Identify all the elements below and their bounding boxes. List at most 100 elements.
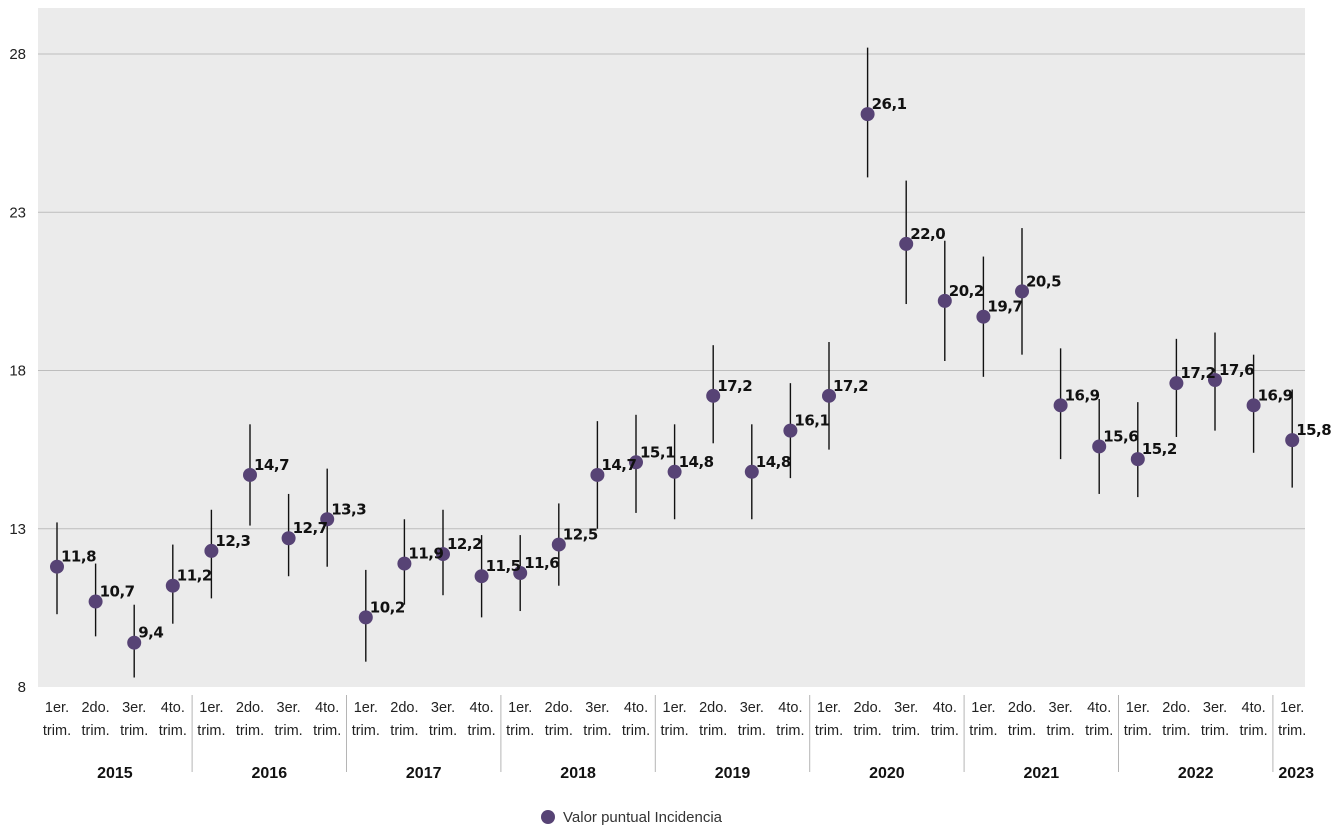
data-point bbox=[551, 537, 566, 552]
data-point bbox=[513, 566, 528, 581]
data-label: 11,6 bbox=[524, 554, 559, 572]
quarter-label-line1: 1er. bbox=[508, 700, 532, 716]
data-point bbox=[590, 467, 605, 482]
y-tick-label: 28 bbox=[9, 46, 26, 63]
quarter-label-line2: trim. bbox=[390, 723, 418, 739]
data-point bbox=[204, 543, 219, 558]
data-label: 26,1 bbox=[872, 95, 907, 113]
data-point bbox=[88, 594, 103, 609]
data-label: 16,9 bbox=[1258, 386, 1293, 404]
quarter-label-line1: 3er. bbox=[740, 700, 764, 716]
quarter-label-line2: trim. bbox=[661, 723, 689, 739]
data-point bbox=[976, 309, 991, 324]
x-axis-labels: 1er. trim. 2do. trim. 3er. trim. 4to. trim. 1er.… bbox=[43, 695, 1314, 782]
data-label: 20,2 bbox=[949, 282, 984, 300]
quarter-label-line1: 1er. bbox=[663, 700, 687, 716]
data-labels: 11,810,79,411,212,314,712,713,310,211,91… bbox=[61, 95, 1332, 642]
quarter-label-line2: trim. bbox=[197, 723, 225, 739]
quarter-label-line2: trim. bbox=[1124, 723, 1152, 739]
quarter-label-line2: trim. bbox=[545, 723, 573, 739]
y-axis-tick-labels: 8 13 18 23 28 bbox=[9, 46, 26, 696]
data-point bbox=[320, 512, 335, 527]
data-label: 16,1 bbox=[794, 412, 829, 430]
data-label: 15,8 bbox=[1296, 421, 1331, 439]
data-point bbox=[706, 388, 721, 403]
quarter-label-line1: 3er. bbox=[585, 700, 609, 716]
data-point bbox=[937, 293, 952, 308]
year-label: 2017 bbox=[406, 765, 442, 782]
quarter-label-line1: 3er. bbox=[1049, 700, 1073, 716]
year-label: 2015 bbox=[97, 765, 133, 782]
quarter-label-line2: trim. bbox=[776, 723, 804, 739]
data-point bbox=[822, 388, 836, 403]
quarter-label-line1: 2do. bbox=[545, 700, 573, 716]
quarter-label-line2: trim. bbox=[1008, 723, 1036, 739]
data-label: 12,3 bbox=[215, 532, 250, 550]
data-label: 14,7 bbox=[254, 456, 289, 474]
quarter-label-line1: 3er. bbox=[277, 700, 301, 716]
quarter-label-line2: trim. bbox=[236, 723, 264, 739]
quarter-label-line2: trim. bbox=[583, 723, 611, 739]
quarter-label-line2: trim. bbox=[1278, 723, 1306, 739]
quarter-label-line1: 2do. bbox=[81, 700, 109, 716]
legend-label: Valor puntual Incidencia bbox=[563, 809, 723, 826]
quarter-label-line1: 2do. bbox=[853, 700, 881, 716]
quarter-label-line2: trim. bbox=[969, 723, 997, 739]
data-point bbox=[899, 236, 914, 251]
quarter-label-line2: trim. bbox=[738, 723, 766, 739]
data-point bbox=[281, 531, 296, 546]
year-label: 2021 bbox=[1024, 765, 1060, 782]
data-label: 13,3 bbox=[331, 500, 366, 518]
data-point bbox=[1246, 398, 1261, 413]
data-label: 11,5 bbox=[486, 557, 521, 575]
data-label: 17,6 bbox=[1219, 361, 1254, 379]
legend-marker-icon bbox=[541, 810, 555, 824]
data-label: 10,7 bbox=[100, 583, 135, 601]
quarter-label-line2: trim. bbox=[1085, 723, 1113, 739]
data-label: 22,0 bbox=[910, 225, 945, 243]
quarter-label-line1: 4to. bbox=[933, 700, 957, 716]
quarter-label-line2: trim. bbox=[699, 723, 727, 739]
quarter-label-line2: trim. bbox=[892, 723, 920, 739]
data-point bbox=[1208, 372, 1222, 387]
data-point bbox=[667, 464, 682, 479]
data-point bbox=[397, 556, 412, 571]
quarter-label-line1: 1er. bbox=[354, 700, 378, 716]
quarter-label-line2: trim. bbox=[120, 723, 148, 739]
data-label: 14,7 bbox=[601, 456, 636, 474]
quarter-label-line2: trim. bbox=[352, 723, 380, 739]
quarter-label-line1: 2do. bbox=[390, 700, 418, 716]
data-point bbox=[50, 559, 64, 574]
data-label: 11,2 bbox=[177, 567, 212, 585]
quarter-label-line2: trim. bbox=[1201, 723, 1229, 739]
quarter-label-line2: trim. bbox=[43, 723, 71, 739]
quarter-label-line2: trim. bbox=[429, 723, 457, 739]
data-label: 17,2 bbox=[833, 377, 868, 395]
quarter-label-line1: 4to. bbox=[1242, 700, 1266, 716]
data-point bbox=[744, 464, 759, 479]
y-tick-label: 8 bbox=[18, 679, 26, 696]
data-label: 11,8 bbox=[61, 548, 96, 566]
year-label: 2023 bbox=[1278, 765, 1314, 782]
data-point bbox=[1015, 284, 1029, 299]
quarter-label-line2: trim. bbox=[313, 723, 341, 739]
grid-lines bbox=[38, 53, 1305, 530]
data-point bbox=[243, 467, 257, 482]
quarter-label-line1: 1er. bbox=[817, 700, 841, 716]
quarter-label-line1: 2do. bbox=[1162, 700, 1190, 716]
quarter-label-line1: 1er. bbox=[971, 700, 995, 716]
data-label: 11,9 bbox=[408, 545, 443, 563]
data-label: 12,5 bbox=[563, 526, 598, 544]
quarter-label-line2: trim. bbox=[622, 723, 650, 739]
data-point bbox=[165, 578, 180, 593]
data-label: 15,2 bbox=[1142, 440, 1177, 458]
data-label: 12,2 bbox=[447, 535, 482, 553]
data-point bbox=[783, 423, 798, 438]
data-point bbox=[358, 610, 373, 625]
quarter-label-line1: 4to. bbox=[624, 700, 648, 716]
data-point bbox=[1053, 398, 1068, 413]
data-point bbox=[860, 107, 875, 122]
year-label: 2020 bbox=[869, 765, 905, 782]
